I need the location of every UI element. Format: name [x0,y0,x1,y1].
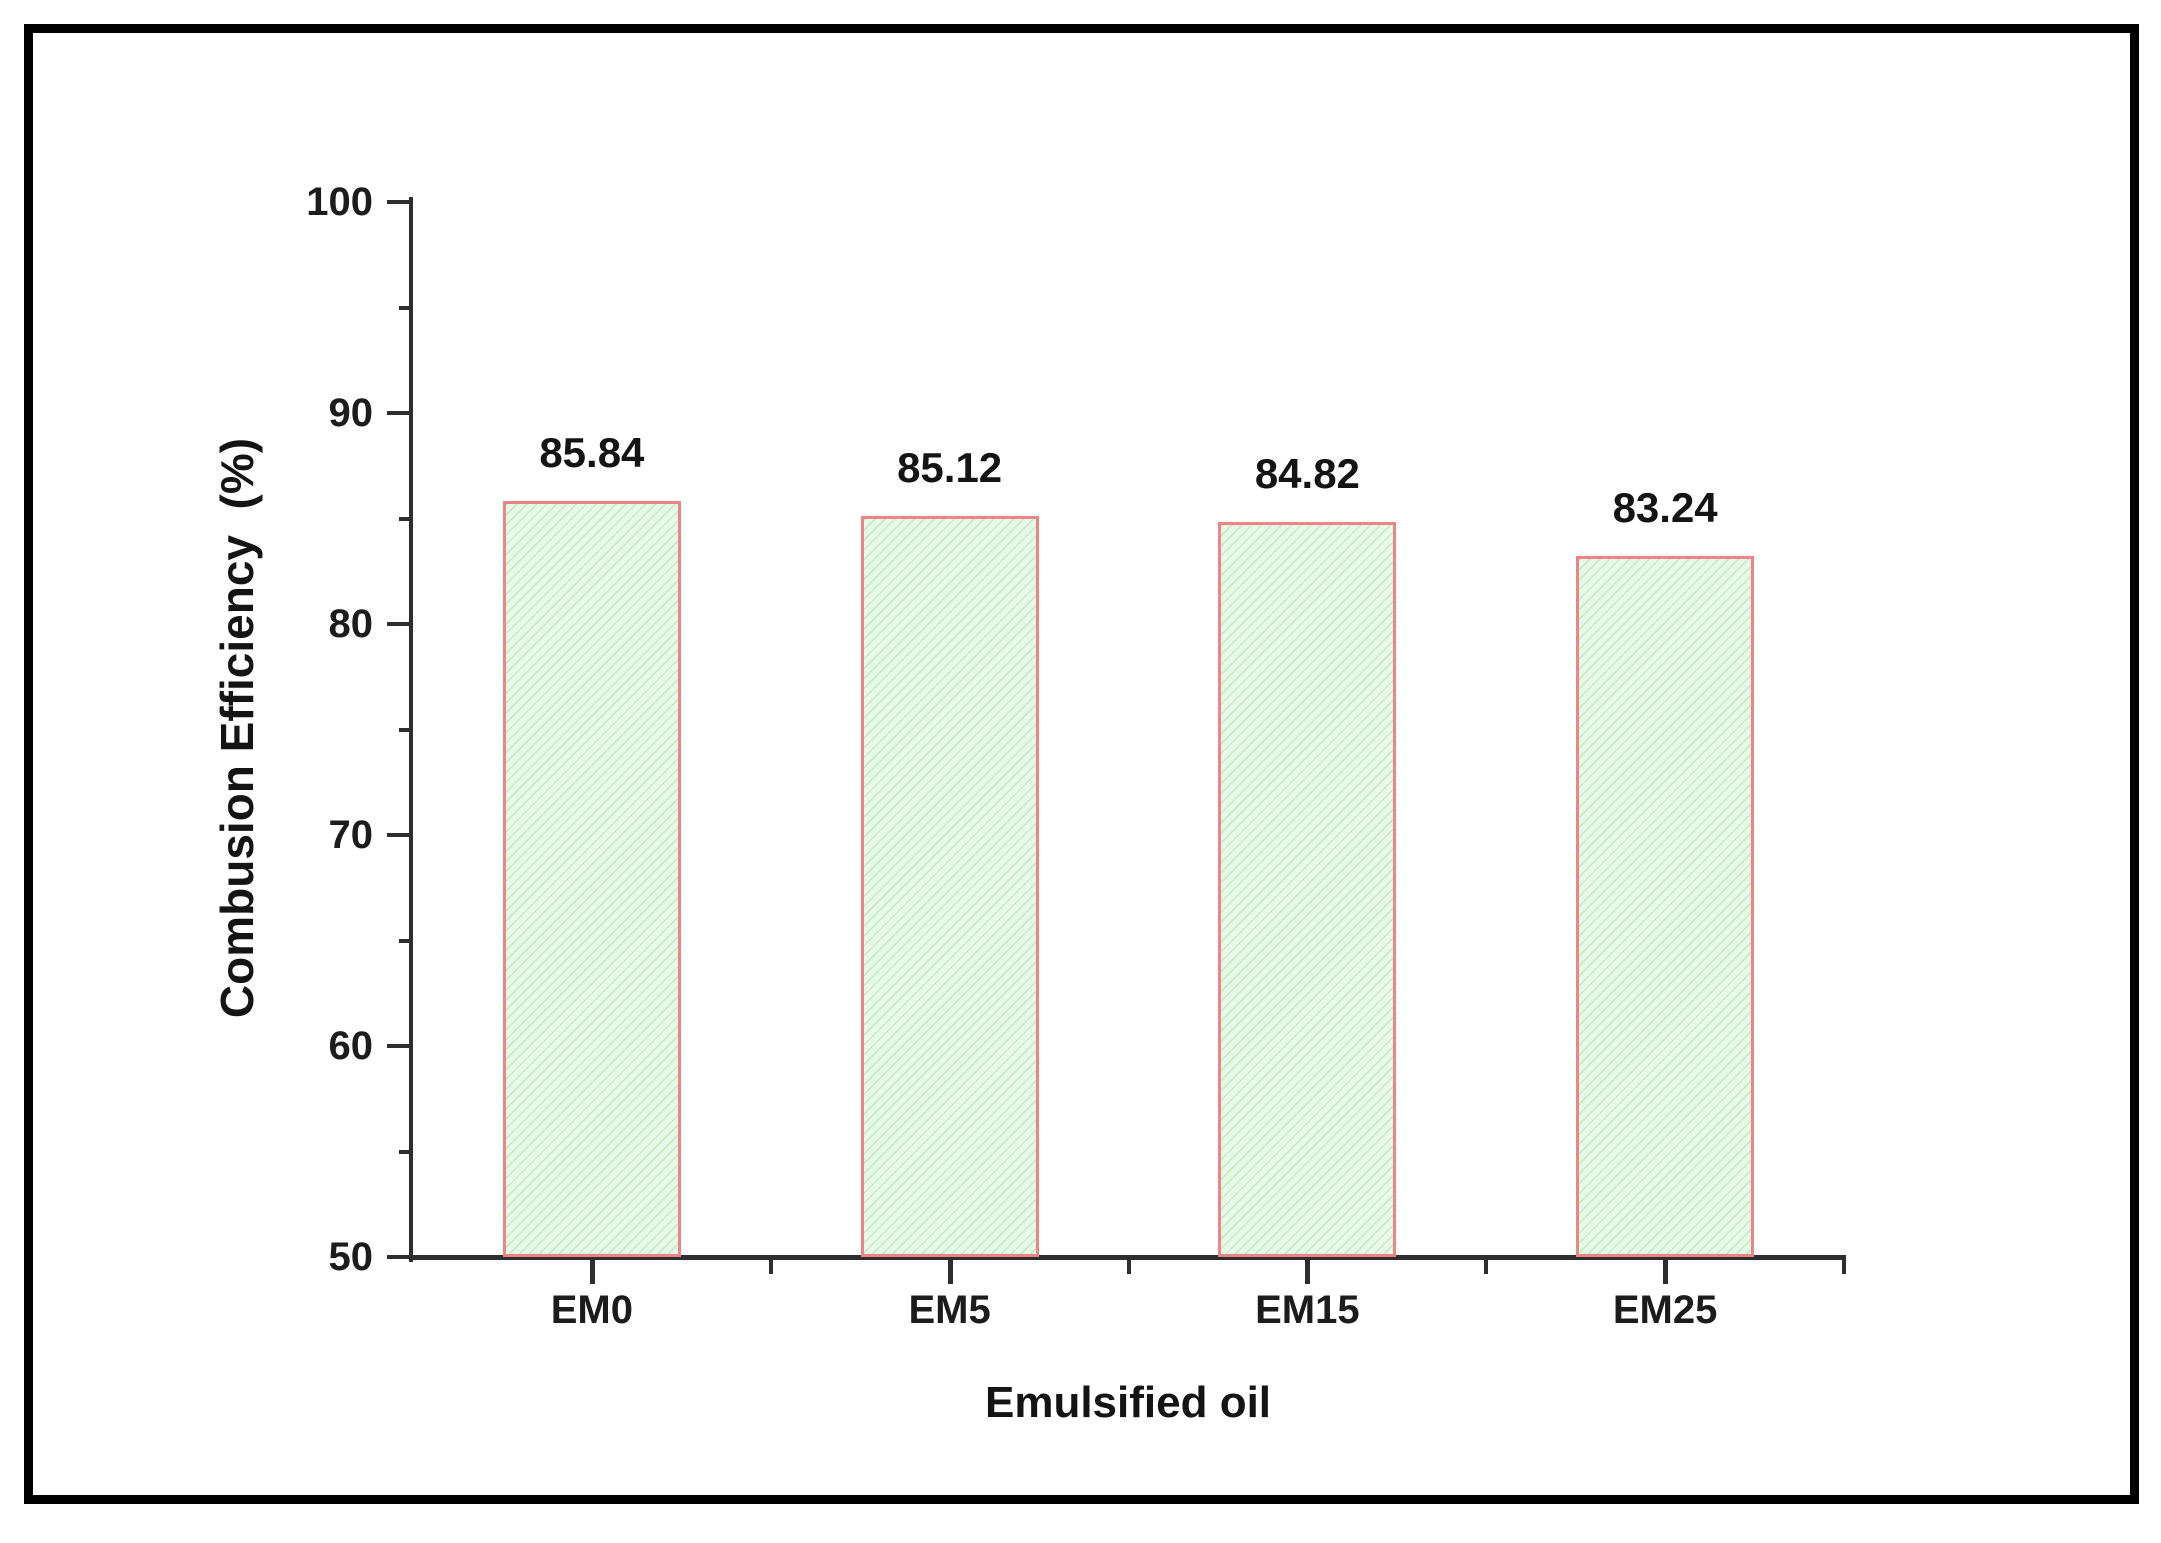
x-axis-minor-tick [1842,1260,1846,1274]
y-axis-major-tick [387,622,413,626]
y-axis-minor-tick [399,516,413,521]
x-axis-tick-label: EM0 [550,1288,633,1332]
x-axis-major-tick [589,1260,595,1284]
y-axis-major-tick [387,833,413,837]
y-axis-major-tick [387,1255,413,1259]
y-axis-major-tick [387,200,413,204]
x-axis-minor-tick [768,1260,773,1274]
y-axis-tick-label: 70 [328,813,374,857]
y-axis-major-tick [387,1044,413,1048]
figure-border [24,24,2139,1504]
y-axis-minor-tick [399,727,413,732]
x-axis-tick-label: EM25 [1612,1288,1718,1332]
x-axis-line [409,1255,1846,1260]
x-axis-major-tick [1305,1260,1311,1284]
bar [502,500,681,1257]
y-axis-minor-tick [399,305,413,310]
bar [1218,522,1397,1257]
y-axis-tick-label: 100 [306,180,373,224]
y-axis-tick-label: 80 [328,602,374,646]
x-axis-major-tick [947,1260,953,1284]
x-axis-minor-tick [1484,1260,1489,1274]
bar-value-label: 83.24 [1612,483,1718,531]
bar [860,515,1039,1257]
x-axis-major-tick [1663,1260,1669,1284]
y-axis-minor-tick [399,938,413,943]
bar-value-label: 85.12 [897,443,1003,491]
x-axis-tick-label: EM15 [1255,1288,1360,1332]
y-axis-tick-label: 90 [328,391,374,435]
x-axis-title: Emulsified oil [984,1378,1272,1427]
y-axis-major-tick [387,411,413,415]
bar [1576,555,1755,1257]
bar-value-label: 84.82 [1254,450,1360,498]
bar-value-label: 85.84 [539,428,645,476]
x-axis-tick-label: EM5 [908,1288,991,1332]
x-axis-minor-tick [1126,1260,1131,1274]
y-axis-tick-label: 50 [328,1235,374,1279]
y-axis-minor-tick [399,1149,413,1154]
y-axis-title: Combusion Efficiency (%) [211,437,263,1019]
y-axis-tick-label: 60 [328,1024,374,1068]
